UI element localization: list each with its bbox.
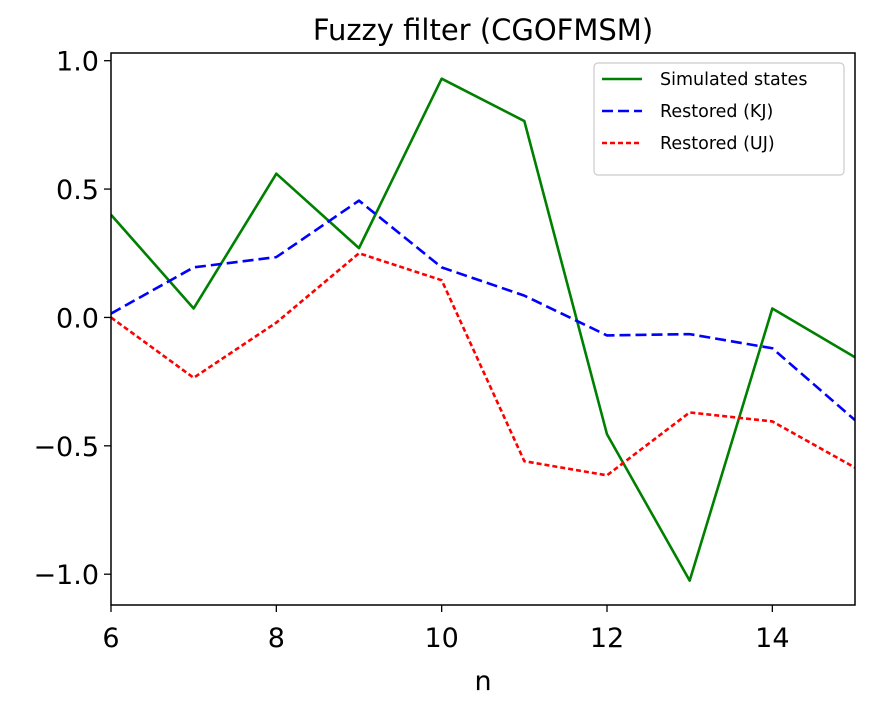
x-axis-title: n xyxy=(474,666,491,697)
legend: Simulated states Restored (KJ) Restored (U… xyxy=(593,62,845,176)
x-tick-label: 14 xyxy=(755,623,789,654)
y-tick-label: 0.5 xyxy=(56,175,99,206)
legend-item-restored-uj: Restored (UJ) xyxy=(602,134,775,154)
series-layer xyxy=(111,77,855,582)
plot-frame xyxy=(110,52,856,606)
x-tick-label: 12 xyxy=(590,623,624,654)
x-axis: 6 8 10 12 14 xyxy=(102,605,790,654)
y-tick-label: −1.0 xyxy=(33,560,99,591)
y-tick-label: 0.0 xyxy=(56,303,99,334)
y-tick-label: 1.0 xyxy=(56,47,99,78)
series-restored-uj xyxy=(111,251,855,477)
series-line-simulated-states xyxy=(111,77,855,582)
y-tick-label: −0.5 xyxy=(33,432,99,463)
legend-label: Restored (UJ) xyxy=(660,134,775,154)
series-line-restored-uj xyxy=(111,251,855,477)
legend-label: Simulated states xyxy=(660,70,807,90)
legend-label: Restored (KJ) xyxy=(660,102,773,122)
legend-item-simulated-states: Simulated states xyxy=(602,70,807,90)
legend-box xyxy=(593,62,845,176)
series-line-restored-kj xyxy=(111,199,855,422)
x-tick-label: 6 xyxy=(102,623,119,654)
chart-title: Fuzzy filter (CGOFMSM) xyxy=(313,13,653,47)
series-restored-kj xyxy=(111,199,855,422)
x-tick-label: 8 xyxy=(268,623,285,654)
legend-item-restored-kj: Restored (KJ) xyxy=(602,102,773,122)
x-tick-label: 10 xyxy=(424,623,458,654)
y-axis: 1.0 0.5 0.0 −0.5 −1.0 xyxy=(33,47,111,591)
series-simulated-states xyxy=(111,77,855,582)
